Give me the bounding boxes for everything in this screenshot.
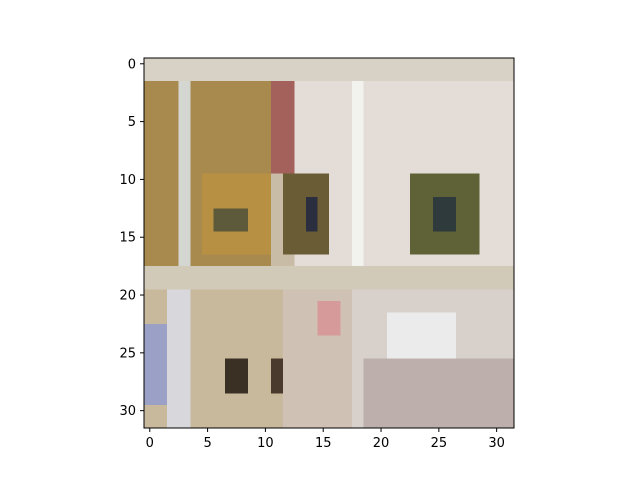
y-tick-label: 10 <box>119 173 136 188</box>
y-tick-label: 20 <box>119 289 136 304</box>
heatmap-cell-block-15 <box>144 323 168 405</box>
axis-ticks: 0 5 10 15 20 25 30 0 5 10 15 20 25 30 <box>119 57 504 451</box>
heatmap-cell-block-5 <box>352 81 364 267</box>
x-tick-label: 25 <box>431 436 448 451</box>
y-tick-label: 30 <box>119 404 136 419</box>
y-tick-label: 15 <box>119 231 136 246</box>
y-tick-label: 5 <box>128 115 136 130</box>
x-tick-label: 30 <box>488 436 505 451</box>
axes-frame <box>143 57 515 429</box>
x-tick-label: 15 <box>315 436 332 451</box>
heatmap-cell-block-3 <box>271 81 295 174</box>
heatmap-image <box>144 58 514 428</box>
heatmap-cell-block-23 <box>363 358 514 428</box>
heatmap-cell-block-2 <box>178 81 191 267</box>
y-tick-label: 25 <box>119 346 136 361</box>
heatmap-cell-block-14 <box>167 289 191 428</box>
heatmap-cell-block-0 <box>144 58 514 82</box>
x-tick-label: 20 <box>373 436 390 451</box>
x-tick-label: 10 <box>257 436 274 451</box>
heatmap-cell-block-11 <box>213 208 249 232</box>
heatmap-cell-block-19 <box>317 300 341 336</box>
heatmap-cell-block-9 <box>433 196 457 232</box>
heatmap-cell-block-8 <box>305 196 318 232</box>
x-tick-label: 5 <box>203 436 211 451</box>
x-tick-label: 0 <box>146 436 154 451</box>
heatmap-cell-block-16 <box>224 358 249 394</box>
heatmap-cell-block-12 <box>144 266 514 290</box>
y-tick-label: 0 <box>128 57 136 72</box>
